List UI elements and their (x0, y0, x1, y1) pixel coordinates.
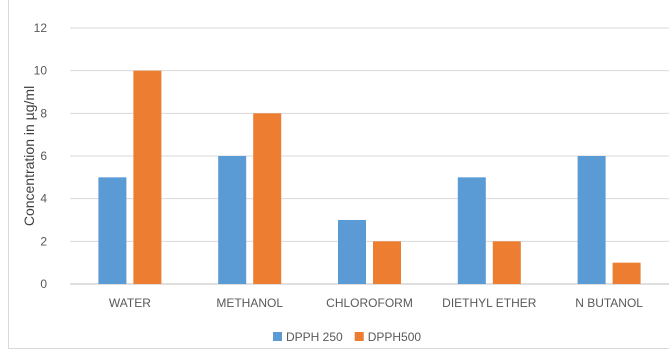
bars (98, 70, 641, 285)
y-tick-4: 4 (40, 192, 47, 206)
bar-diethyl-ether-series-1 (457, 177, 486, 284)
legend: DPPH 250 DPPH500 (273, 330, 421, 344)
y-tick-labels: 0 2 4 6 8 10 12 (34, 21, 48, 291)
legend-swatch-2 (354, 332, 364, 341)
category-label-diethyl-ether: DIETHYL ETHER (442, 296, 537, 310)
category-label-n-butanol: N BUTANOL (575, 296, 643, 310)
legend-swatch-1 (273, 332, 282, 341)
bar-chloroform-series-2 (373, 241, 401, 284)
y-axis-label: Concentration in µg/ml (21, 86, 37, 226)
y-tick-2: 2 (40, 234, 47, 248)
category-label-methanol: METHANOL (216, 296, 283, 310)
bar-water-series-1 (98, 177, 127, 284)
legend-label-1: DPPH 250 (286, 330, 343, 344)
bar-chloroform-series-1 (338, 220, 366, 284)
y-tick-6: 6 (40, 149, 47, 163)
y-tick-0: 0 (40, 277, 47, 291)
bar-diethyl-ether-series-2 (492, 241, 521, 284)
bar-n-butanol-series-2 (612, 262, 641, 284)
bar-water-series-2 (133, 70, 162, 285)
gridlines (70, 27, 669, 285)
bar-methanol-series-2 (253, 113, 282, 284)
bar-n-butanol-series-1 (577, 156, 606, 284)
category-labels: WATER METHANOL CHLOROFORM DIETHYL ETHER N BU… (109, 296, 643, 310)
legend-label-2: DPPH500 (368, 330, 422, 344)
category-label-water: WATER (109, 296, 151, 310)
bar-methanol-series-1 (218, 156, 247, 284)
category-label-chloroform: CHLOROFORM (326, 296, 413, 310)
chart-frame (8, 0, 669, 349)
y-tick-12: 12 (34, 21, 48, 35)
y-tick-10: 10 (34, 64, 48, 78)
y-tick-8: 8 (40, 106, 47, 120)
